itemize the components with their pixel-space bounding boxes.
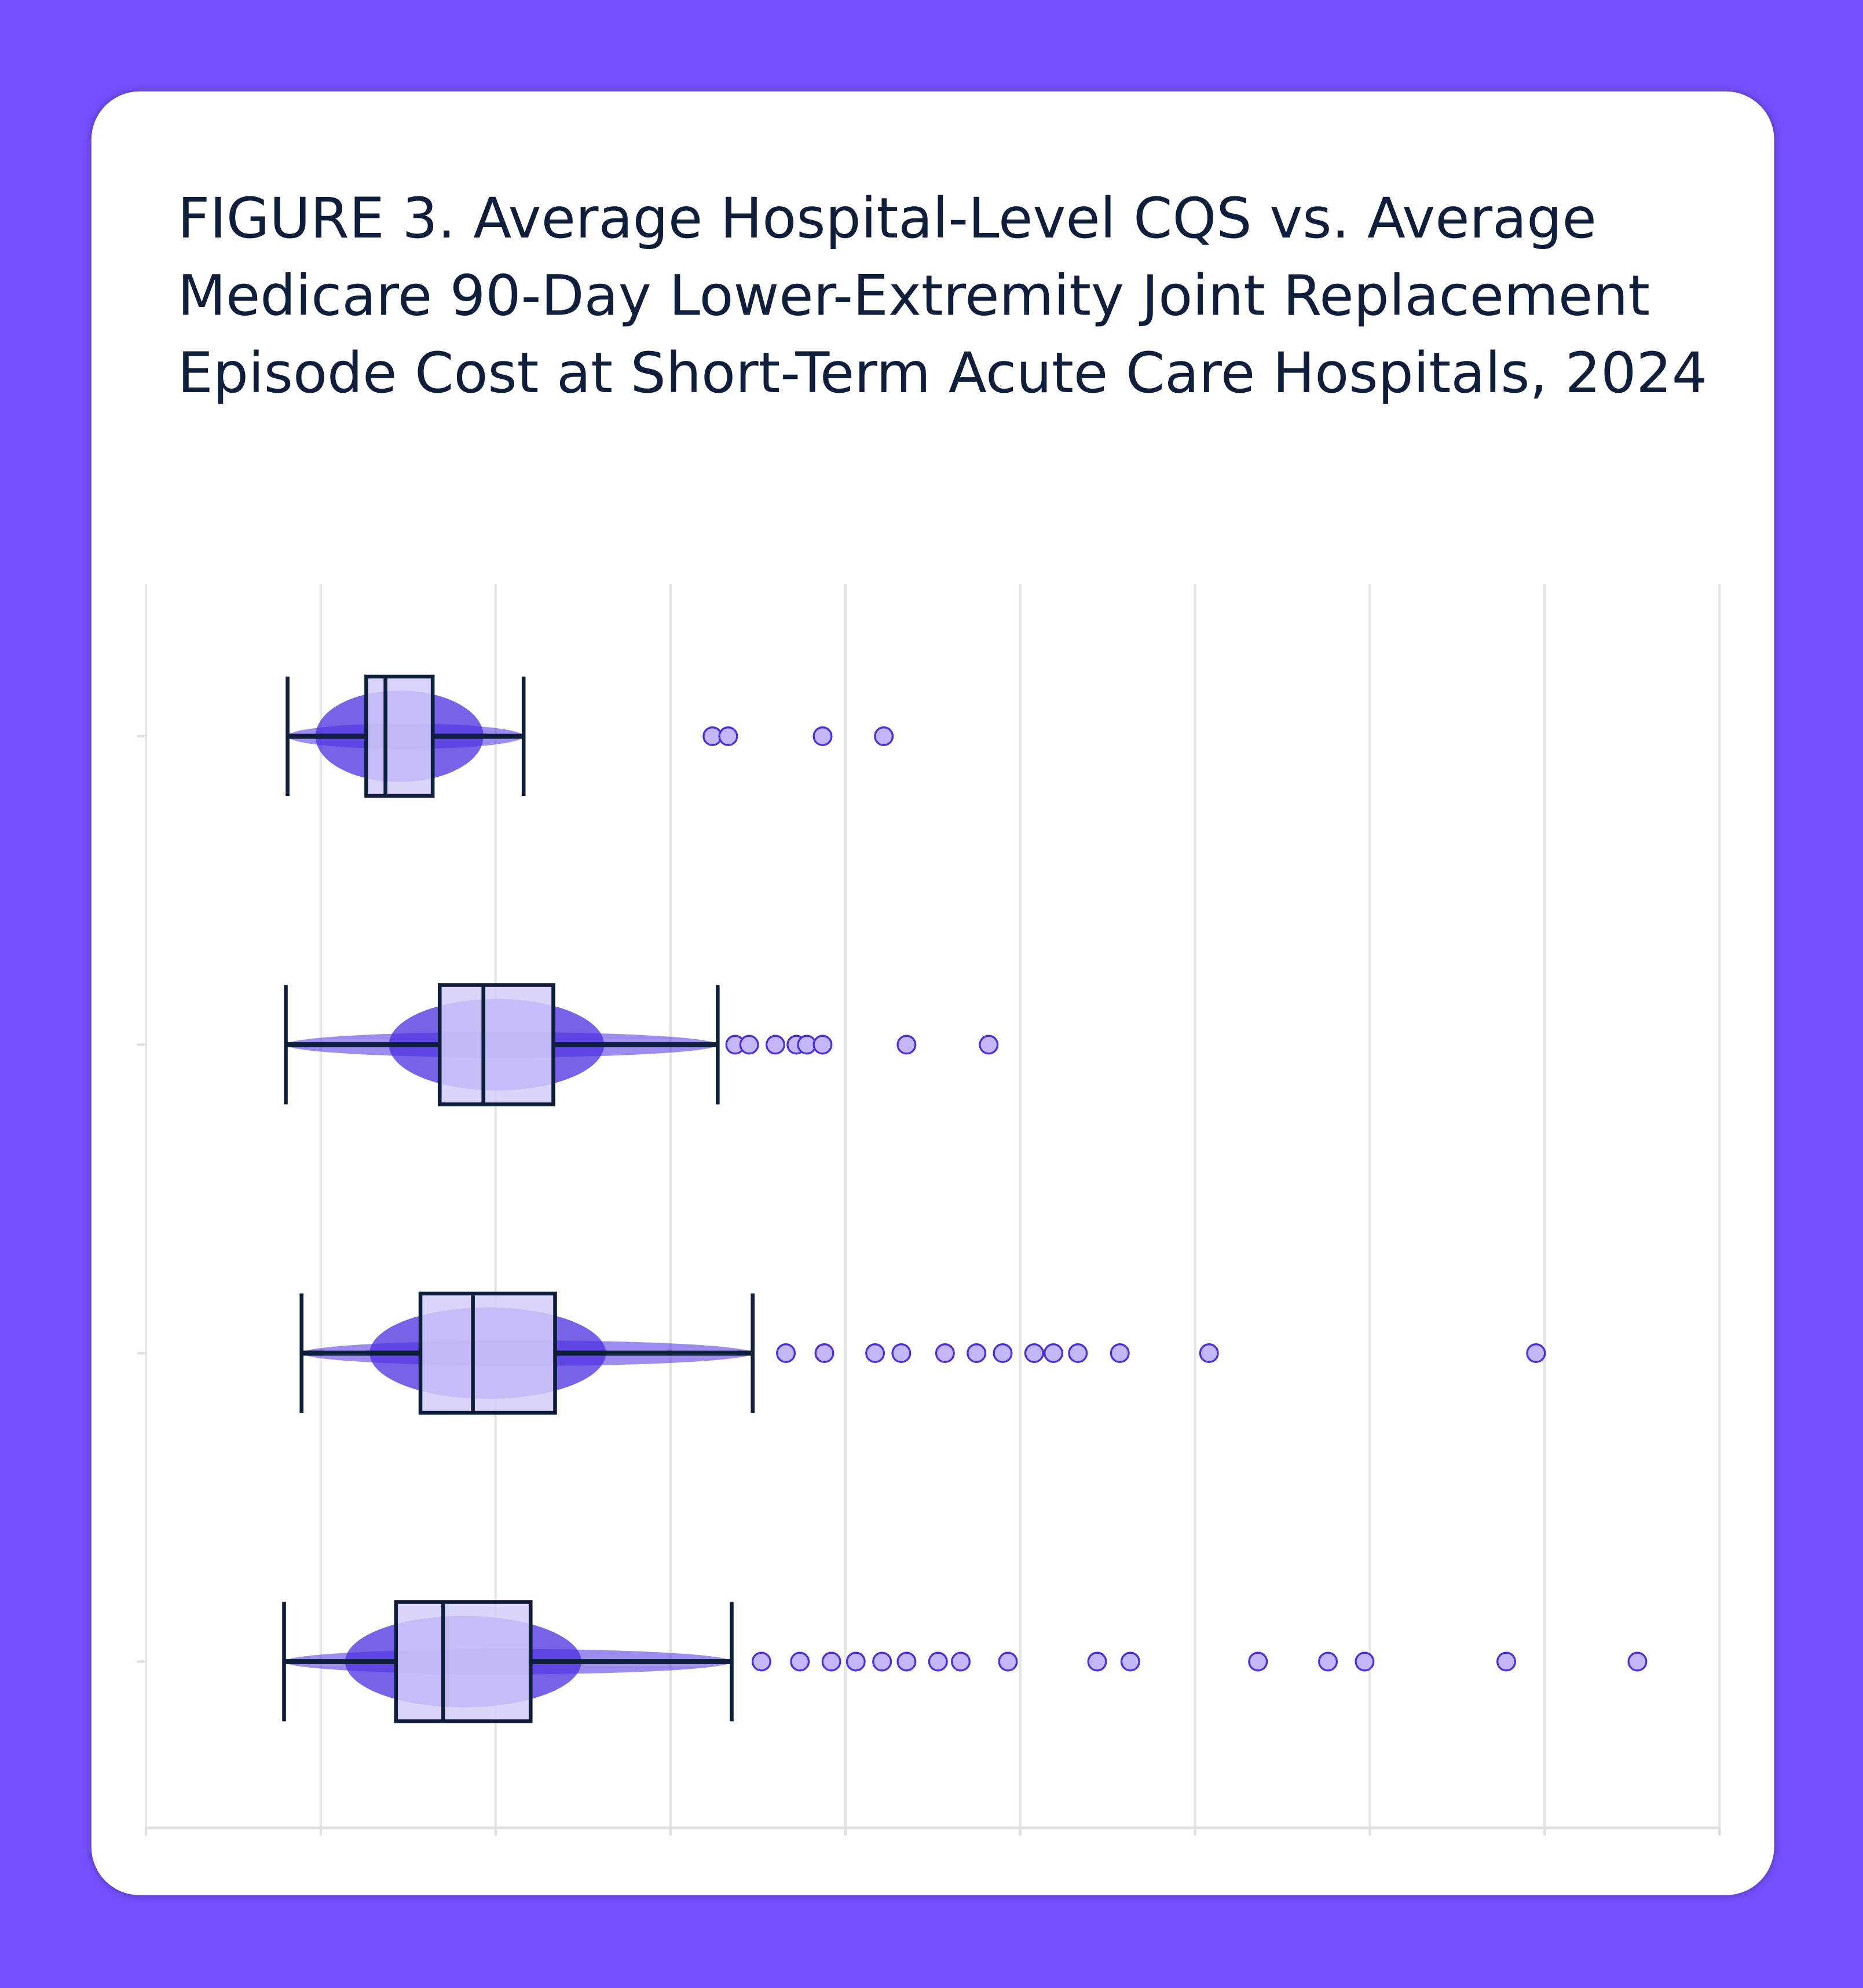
outlier bbox=[1120, 1651, 1140, 1672]
outlier bbox=[790, 1651, 810, 1672]
outlier bbox=[812, 726, 833, 746]
outlier bbox=[821, 1651, 841, 1672]
outlier bbox=[865, 1343, 885, 1364]
outlier bbox=[1087, 1651, 1107, 1672]
outlier bbox=[967, 1343, 987, 1364]
outlier bbox=[1248, 1651, 1268, 1672]
outlier bbox=[874, 726, 894, 746]
box bbox=[437, 983, 555, 1106]
outlier bbox=[951, 1651, 971, 1672]
outlier bbox=[1044, 1343, 1063, 1364]
outlier bbox=[891, 1343, 912, 1364]
card bbox=[91, 91, 1774, 1895]
outlier bbox=[765, 1035, 785, 1055]
outlier bbox=[846, 1651, 866, 1672]
outlier bbox=[928, 1651, 948, 1672]
outlier bbox=[896, 1651, 917, 1672]
outlier bbox=[1526, 1343, 1546, 1364]
outlier bbox=[896, 1035, 917, 1055]
outlier bbox=[1496, 1651, 1516, 1672]
outlier bbox=[979, 1035, 999, 1055]
outlier bbox=[1199, 1343, 1219, 1364]
outlier bbox=[1627, 1651, 1648, 1672]
outlier bbox=[776, 1343, 796, 1364]
outlier bbox=[718, 726, 738, 746]
outlier bbox=[751, 1651, 771, 1672]
outlier bbox=[1318, 1651, 1338, 1672]
box bbox=[364, 674, 435, 798]
outlier bbox=[935, 1343, 955, 1364]
outlier bbox=[872, 1651, 892, 1672]
outlier bbox=[1024, 1343, 1044, 1364]
outlier bbox=[739, 1035, 759, 1055]
outlier bbox=[812, 1035, 833, 1055]
box bbox=[394, 1600, 533, 1723]
outlier bbox=[993, 1343, 1013, 1364]
outlier bbox=[1355, 1651, 1375, 1672]
outlier bbox=[1110, 1343, 1130, 1364]
outlier bbox=[1068, 1343, 1088, 1364]
outlier bbox=[998, 1651, 1018, 1672]
box bbox=[418, 1291, 557, 1415]
outlier bbox=[814, 1343, 834, 1364]
chart-title: FIGURE 3. Average Hospital-Level CQS vs.… bbox=[177, 187, 1708, 407]
